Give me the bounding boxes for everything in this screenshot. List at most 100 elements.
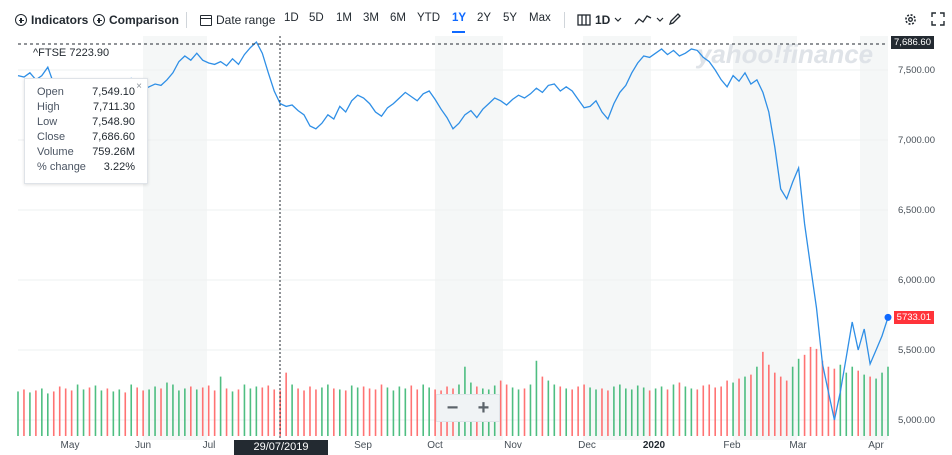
range-1y[interactable]: 1Y bbox=[452, 12, 467, 24]
volume-bar bbox=[285, 372, 287, 436]
crosshair-date-tag: 29/07/2019 bbox=[234, 440, 328, 455]
price-chart[interactable]: yahoo!finance 7,500.00 7,000.00 6,500.00 6,… bbox=[0, 36, 952, 455]
y-tick-label: 6,500.00 bbox=[898, 205, 935, 216]
volume-bar bbox=[750, 374, 752, 436]
volume-bar bbox=[142, 390, 144, 436]
volume-bar bbox=[64, 388, 67, 436]
price-line bbox=[17, 40, 889, 421]
month-band bbox=[860, 36, 888, 440]
tooltip-label: High bbox=[37, 101, 60, 113]
volume-bar bbox=[577, 386, 579, 436]
volume-bar bbox=[791, 366, 794, 436]
tooltip-row-volume: Volume 759.26M bbox=[37, 146, 135, 158]
volume-bar bbox=[815, 348, 818, 436]
settings-button[interactable] bbox=[903, 12, 918, 32]
volume-bar bbox=[249, 388, 252, 436]
volume-bar bbox=[797, 358, 800, 436]
volume-bar bbox=[851, 366, 854, 436]
x-axis: May Jun Jul Sep Oct Nov Dec 2020 Feb Mar Apr bbox=[61, 440, 885, 451]
volume-bar bbox=[374, 389, 377, 436]
volume-bar bbox=[690, 388, 693, 436]
symbol-name: ^FTSE bbox=[33, 47, 67, 59]
volume-bar bbox=[666, 389, 669, 436]
range-5d[interactable]: 5D bbox=[309, 12, 324, 24]
volume-bar bbox=[368, 388, 371, 436]
zoom-controls: − + bbox=[436, 394, 500, 422]
range-3m[interactable]: 3M bbox=[363, 12, 379, 24]
volume-bar bbox=[535, 360, 538, 436]
tooltip-row-change: % change 3.22% bbox=[37, 161, 135, 173]
volume-bar bbox=[523, 388, 526, 436]
last-price-tag: 5733.01 bbox=[893, 311, 934, 324]
volume-bar bbox=[803, 354, 806, 436]
x-tick-label: Nov bbox=[504, 440, 522, 451]
volume-bar bbox=[732, 382, 734, 436]
volume-bar bbox=[589, 387, 591, 436]
line-chart-icon bbox=[634, 15, 652, 25]
tooltip-value: 7,686.60 bbox=[92, 131, 135, 143]
chart-toolbar: Indicators Comparison Date range 1D 5D 1… bbox=[0, 0, 952, 40]
volume-bar bbox=[863, 374, 865, 436]
comparison-button[interactable]: Comparison bbox=[93, 11, 179, 29]
indicators-button[interactable]: Indicators bbox=[15, 11, 88, 29]
volume-bar bbox=[333, 388, 335, 436]
y-tick-label: 6,000.00 bbox=[898, 275, 935, 286]
range-5y[interactable]: 5Y bbox=[503, 12, 518, 24]
month-band bbox=[583, 36, 651, 440]
volume-bar bbox=[410, 385, 413, 436]
chart-type-dropdown[interactable] bbox=[634, 11, 664, 29]
x-tick-label: Feb bbox=[723, 440, 741, 451]
volume-bar bbox=[118, 389, 121, 436]
volume-bar bbox=[768, 364, 770, 436]
volume-bar bbox=[541, 376, 544, 436]
tooltip-row-open: Open 7,549.10 bbox=[37, 86, 135, 98]
volume-bar bbox=[714, 387, 716, 436]
volume-bar bbox=[321, 387, 323, 436]
volume-bar bbox=[654, 388, 657, 436]
x-tick-label: Jun bbox=[135, 440, 151, 451]
range-2y[interactable]: 2Y bbox=[477, 12, 492, 24]
volume-bar bbox=[672, 384, 675, 436]
zoom-out-button[interactable]: − bbox=[446, 397, 459, 419]
volume-bar bbox=[231, 391, 234, 436]
draw-tool-button[interactable] bbox=[668, 12, 682, 31]
x-tick-label: 2020 bbox=[643, 440, 666, 451]
volume-bar bbox=[684, 386, 687, 436]
range-1m[interactable]: 1M bbox=[336, 12, 352, 24]
range-1d[interactable]: 1D bbox=[284, 12, 299, 24]
volume-bar bbox=[756, 366, 758, 436]
interval-dropdown[interactable]: 1D bbox=[577, 11, 622, 29]
volume-bar bbox=[243, 384, 246, 436]
tooltip-label: % change bbox=[37, 161, 86, 173]
volume-bar bbox=[726, 380, 728, 436]
close-icon[interactable]: × bbox=[136, 81, 142, 92]
volume-bar bbox=[124, 392, 127, 436]
volume-bar bbox=[583, 384, 585, 436]
range-max[interactable]: Max bbox=[529, 12, 551, 24]
volume-bar bbox=[380, 384, 383, 436]
range-ytd[interactable]: YTD bbox=[417, 12, 440, 24]
zoom-in-button[interactable]: + bbox=[477, 397, 490, 419]
volume-bar bbox=[571, 389, 573, 436]
volume-bar bbox=[327, 384, 329, 436]
volume-bar bbox=[678, 382, 681, 436]
volume-bar bbox=[505, 384, 508, 436]
volume-bar bbox=[46, 393, 49, 436]
volume-bar bbox=[857, 370, 860, 436]
range-6m[interactable]: 6M bbox=[390, 12, 406, 24]
tooltip-row-low: Low 7,548.90 bbox=[37, 116, 135, 128]
top-price-tag: 7,686.60 bbox=[891, 36, 934, 49]
indicators-label: Indicators bbox=[31, 13, 89, 27]
month-bands bbox=[143, 36, 888, 440]
volume-bar bbox=[762, 351, 764, 436]
volume-bar bbox=[630, 389, 633, 436]
last-price-dot bbox=[884, 313, 892, 321]
volume-bar bbox=[309, 386, 311, 436]
watermark: yahoo!finance bbox=[695, 39, 873, 69]
date-range-button[interactable]: Date range bbox=[200, 11, 275, 29]
fullscreen-button[interactable] bbox=[931, 12, 945, 31]
volume-bar bbox=[100, 390, 103, 436]
y-tick-label: 7,500.00 bbox=[898, 65, 935, 76]
volume-bar bbox=[702, 385, 705, 436]
toolbar-divider bbox=[186, 12, 187, 28]
